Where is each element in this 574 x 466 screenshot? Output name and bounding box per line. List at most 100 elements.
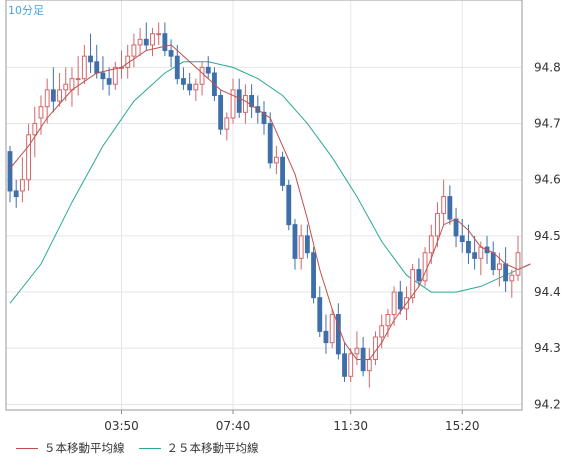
candle	[286, 179, 292, 231]
candle-body	[292, 224, 298, 259]
candle	[342, 342, 347, 382]
candle-body	[94, 61, 100, 74]
candle-body	[515, 252, 521, 276]
candle-body	[230, 89, 236, 119]
candle-body	[428, 235, 434, 254]
candle	[515, 235, 521, 281]
candle	[75, 56, 81, 96]
axes-group: 94.2 94.3 94.4 94.5 94.6 94.7 94.8 03:50 07:40 11…	[5, 0, 561, 433]
legend-label-ma25: ２５本移動平均線	[166, 441, 259, 455]
candle	[267, 112, 273, 169]
candle	[156, 22, 162, 45]
candle	[224, 112, 230, 141]
candle	[174, 44, 180, 85]
candle-body	[131, 44, 137, 57]
candle-body	[317, 297, 323, 332]
candle	[280, 151, 286, 191]
candle	[509, 269, 515, 298]
candle-body	[354, 347, 360, 355]
candle	[435, 202, 440, 248]
legend-item-ma25: ２５本移動平均線	[138, 440, 259, 456]
candle-body	[44, 89, 50, 108]
candle-body	[100, 72, 106, 80]
candle-body	[249, 94, 255, 108]
y-tick-label: 94.7	[534, 117, 561, 131]
candle	[397, 280, 403, 315]
candle	[366, 348, 372, 388]
candle-body	[280, 156, 286, 186]
candle-body	[143, 38, 149, 46]
candle	[348, 348, 354, 382]
candle-body	[19, 179, 25, 192]
candle-body	[75, 78, 81, 81]
candle	[81, 44, 87, 85]
candle-body	[112, 66, 118, 85]
candle	[50, 67, 56, 113]
candle	[199, 61, 205, 96]
candle-body	[267, 123, 273, 164]
candle-body	[38, 106, 44, 119]
candle-body	[7, 151, 13, 192]
candle	[441, 179, 447, 225]
candle	[490, 241, 496, 276]
candle-body	[323, 330, 329, 344]
y-tick-label: 94.2	[534, 397, 561, 411]
candle	[63, 67, 69, 102]
candles-group	[7, 22, 521, 388]
candle-body	[81, 55, 87, 80]
candle	[422, 247, 428, 287]
candle	[106, 67, 112, 96]
candle-body	[236, 89, 242, 113]
legend: ５本移動平均線 ２５本移動平均線	[16, 440, 273, 456]
candle-body	[503, 263, 509, 282]
candle	[13, 179, 19, 208]
candle-body	[199, 66, 205, 85]
candle-body	[335, 314, 341, 355]
legend-label-ma5: ５本移動平均線	[44, 441, 125, 455]
candle	[137, 28, 143, 57]
x-tick-label: 07:40	[216, 419, 251, 433]
candle	[317, 286, 323, 337]
candle	[292, 219, 298, 270]
y-tick-label: 94.4	[534, 285, 561, 299]
candle	[416, 258, 422, 287]
y-tick-label: 94.5	[534, 229, 561, 243]
candle-body	[156, 33, 162, 36]
candle-body	[342, 353, 347, 377]
candle-body	[137, 38, 143, 46]
candle	[503, 247, 509, 293]
candle	[329, 308, 335, 349]
candle-body	[311, 252, 316, 299]
candle	[304, 224, 310, 259]
ma5-swatch	[16, 447, 38, 449]
candle	[143, 22, 149, 51]
candle	[44, 78, 50, 124]
candle-body	[373, 336, 378, 360]
y-tick-label: 94.8	[534, 60, 561, 74]
candle-body	[453, 218, 459, 237]
candle	[335, 303, 341, 360]
candle-body	[466, 241, 471, 254]
candle-body	[472, 252, 478, 259]
candle	[242, 84, 248, 124]
x-tick-label: 15:20	[445, 419, 480, 433]
candle-body	[69, 78, 75, 91]
candle-body	[459, 235, 465, 243]
candle	[273, 146, 279, 175]
candle	[119, 50, 124, 79]
candle-body	[13, 190, 19, 198]
x-tick-label: 03:50	[104, 419, 139, 433]
candle-body	[273, 156, 279, 164]
candle-body	[286, 184, 292, 226]
candle-body	[422, 252, 428, 282]
x-tick-label: 11:30	[333, 419, 368, 433]
candle	[466, 224, 471, 264]
candle	[32, 106, 38, 158]
candle-body	[26, 134, 32, 181]
ma25-swatch	[138, 447, 161, 449]
candle-body	[168, 50, 174, 57]
candle	[453, 207, 459, 248]
candle-body	[57, 89, 62, 102]
